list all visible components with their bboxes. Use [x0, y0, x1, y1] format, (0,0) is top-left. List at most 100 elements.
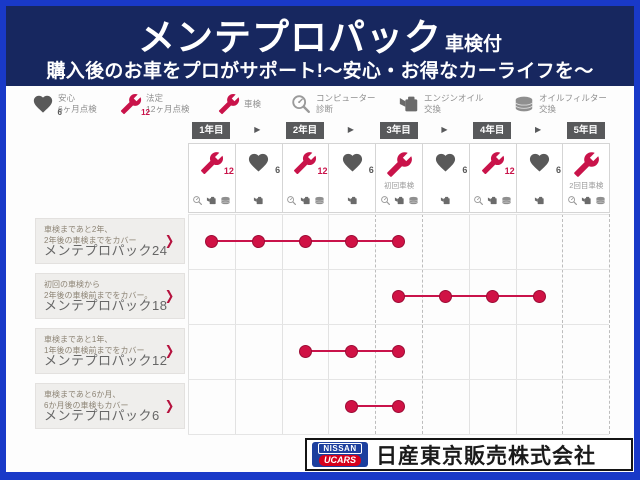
timeline-dot	[204, 234, 218, 248]
timeline-range-line	[398, 294, 539, 298]
schedule-column: 6	[234, 143, 283, 213]
timeline-dot	[392, 399, 406, 413]
oil-can-icon	[440, 195, 451, 206]
diagnosis-magnifier-icon	[290, 93, 312, 115]
timeline-dot	[298, 344, 312, 358]
timeline-range-line	[351, 404, 399, 408]
timeline-dot	[298, 234, 312, 248]
oil-can-icon	[394, 195, 405, 206]
icon-count-badge: 6	[462, 165, 468, 175]
icon-count-badge: 6	[555, 165, 561, 175]
oil-filter-icon	[501, 195, 512, 206]
timeline-dot	[438, 289, 452, 303]
year-pill: 2年目	[286, 122, 324, 139]
pack-description: 初回の車検から 2年後の車検前までをカバー。	[44, 280, 153, 301]
legend-item: 12 法定 12ヶ月点検	[120, 91, 189, 117]
pack-name: メンテプロパック24	[44, 243, 168, 258]
timeline-dot	[485, 289, 499, 303]
icon-count-badge: 6	[368, 165, 374, 175]
chevron-right-icon: ❯	[164, 233, 175, 248]
oil-can-icon	[347, 195, 358, 206]
schedule-column: 6	[422, 143, 470, 213]
header-banner: メンテプロパック 車検付 購入後のお車をプロがサポート!〜安心・お得なカーライフを…	[6, 6, 634, 86]
dealer-footer: NISSAN UCARS 日産東京販売株式会社	[305, 438, 633, 471]
header-subtitle: 購入後のお車をプロがサポート!〜安心・お得なカーライフを〜	[46, 61, 594, 82]
oil-can-icon	[253, 195, 264, 206]
wrench-12-icon: 12	[200, 151, 234, 176]
oil-can-icon	[300, 195, 311, 206]
inspection-wrench-icon	[573, 151, 600, 178]
pack-name: メンテプロパック6	[44, 408, 160, 423]
pack-row-12[interactable]: 車検まであと1年、 1年後の車検前までをカバー メンテプロパック12 ❯	[35, 328, 185, 374]
oil-can-icon	[398, 93, 420, 115]
year-pill: 1年目	[192, 122, 231, 139]
schedule-column: 初回車検	[375, 143, 423, 213]
nissan-ucars-logo: NISSAN UCARS	[312, 442, 368, 467]
grid-line	[609, 214, 611, 434]
year-pill: 5年目	[566, 122, 605, 139]
grid-line	[188, 324, 609, 325]
grid-line	[188, 269, 609, 270]
icon-count-badge: 12	[141, 108, 150, 117]
icon-count-badge: 12	[223, 166, 234, 176]
wrench-icon	[218, 93, 240, 115]
oil-can-icon	[487, 195, 498, 206]
pack-row-18[interactable]: 初回の車検から 2年後の車検前までをカバー。 メンテプロパック18 ❯	[35, 273, 185, 319]
legend-item: 車検	[218, 91, 261, 117]
grid-line	[188, 434, 609, 435]
chevron-right-icon: ❯	[164, 343, 175, 358]
timeline-dot	[345, 399, 359, 413]
legend-label: コンピューター 診断	[316, 93, 376, 114]
timeline-dot	[251, 234, 265, 248]
pack-name: メンテプロパック12	[44, 353, 168, 368]
schedule-column: 12	[281, 143, 330, 213]
timeline-dot	[532, 289, 546, 303]
wrench-12-icon: 12	[481, 151, 515, 176]
heart-icon: 6	[32, 93, 62, 117]
heart-6-icon: 6	[434, 151, 467, 175]
pack-row-24[interactable]: 車検まであと2年、 2年後の車検までをカバー メンテプロパック24 ❯	[35, 218, 185, 264]
legend-item: 6 安心 6ヶ月点検	[32, 91, 97, 117]
arrow-right-icon: ▶	[347, 125, 354, 134]
nissan-logo-text: NISSAN	[318, 443, 362, 454]
legend-label: 安心 6ヶ月点検	[58, 93, 97, 114]
oil-filter-icon	[595, 195, 606, 206]
diagnosis-magnifier-icon	[192, 195, 203, 206]
schedule-column: 2回目車検	[562, 143, 611, 213]
pack-row-6[interactable]: 車検まであと6か月、 6か月後の車検もカバー メンテプロパック6 ❯	[35, 383, 185, 429]
icon-count-badge: 12	[504, 166, 515, 176]
legend-item: コンピューター 診断	[290, 91, 376, 117]
inspection-label: 初回車検	[384, 181, 415, 190]
timeline-dot	[392, 344, 406, 358]
oil-can-icon	[206, 195, 217, 206]
schedule-column: 12	[468, 143, 517, 213]
page-title: メンテプロパック	[137, 17, 442, 58]
oil-filter-icon	[408, 195, 419, 206]
icon-count-badge: 6	[275, 165, 281, 175]
legend-item: オイルフィルター 交換	[513, 91, 607, 117]
timeline-dot	[345, 234, 359, 248]
year-pill: 3年目	[379, 122, 418, 139]
inspection-label: 2回目車検	[569, 181, 604, 190]
legend-item: エンジンオイル 交換	[398, 91, 484, 117]
schedule-column: 6	[328, 143, 377, 213]
wrench-icon: 12	[120, 93, 150, 117]
pack-name: メンテプロパック18	[44, 298, 168, 313]
timeline-dot	[392, 234, 406, 248]
year-pill: 4年目	[473, 122, 512, 139]
chevron-right-icon: ❯	[164, 398, 175, 413]
heart-6-icon: 6	[247, 151, 280, 175]
wrench-12-icon: 12	[293, 151, 327, 176]
icon-count-badge: 12	[317, 166, 328, 176]
page-title-suffix: 車検付	[444, 34, 502, 55]
heart-6-icon: 6	[341, 151, 374, 175]
pack-description: 車検まであと1年、 1年後の車検前までをカバー	[44, 335, 145, 356]
legend-label: 法定 12ヶ月点検	[146, 93, 190, 114]
timeline-dot	[345, 344, 359, 358]
oil-filter-icon	[220, 195, 231, 206]
pack-description: 車検まであと6か月、 6か月後の車検もカバー	[44, 390, 129, 411]
chevron-right-icon: ❯	[164, 288, 175, 303]
schedule-column: 12	[188, 143, 236, 213]
arrow-right-icon: ▶	[254, 125, 261, 134]
